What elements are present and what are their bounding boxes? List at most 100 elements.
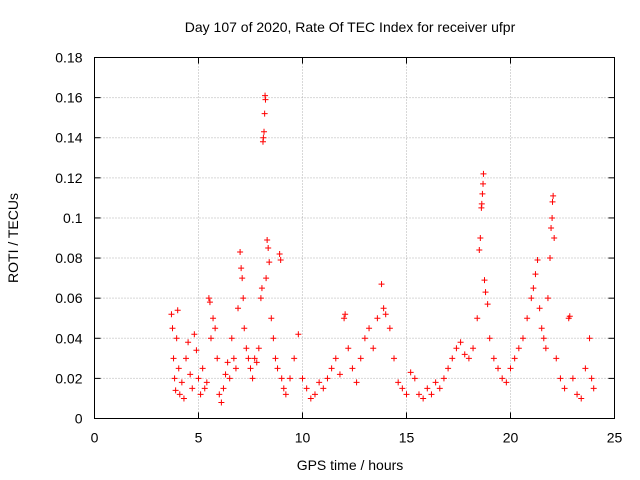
y-tick-label: 0.04 [55,330,82,346]
data-point [582,365,589,372]
data-point [276,251,283,258]
data-point [345,345,352,352]
data-point [195,375,202,382]
data-point [191,331,198,338]
data-point [239,275,246,282]
data-point [230,355,237,362]
data-point [251,355,258,362]
data-point [407,369,414,376]
grid-lines [94,57,615,419]
data-point [569,375,576,382]
data-point [481,277,488,284]
data-point [380,305,387,312]
data-point [445,365,452,372]
data-point [548,224,555,231]
data-point [536,305,543,312]
data-point [299,375,306,382]
y-tick-label: 0 [75,411,83,427]
data-point [474,315,481,322]
data-point [183,355,190,362]
data-point [353,379,360,386]
data-point [197,391,204,398]
data-point [270,335,277,342]
data-point [378,281,385,288]
data-point [199,365,206,372]
data-point [258,285,265,292]
data-point [172,387,179,394]
y-tick-label: 0.1 [63,210,83,226]
data-point [280,385,287,392]
data-point [291,355,298,362]
data-point [185,339,192,346]
data-point [586,335,593,342]
data-point [261,128,268,135]
data-point [470,345,477,352]
x-tick-label: 20 [503,430,519,446]
data-point [538,325,545,332]
data-point [482,289,489,296]
data-point [187,371,194,378]
data-point [411,375,418,382]
data-point [332,355,339,362]
data-point [180,395,187,402]
data-point [237,249,244,256]
data-point [395,379,402,386]
data-point [386,325,393,332]
y-tick-label: 0.08 [55,250,82,266]
data-point [557,375,564,382]
data-point [382,311,389,318]
data-point [480,170,487,177]
data-point [480,180,487,187]
y-tick-label: 0.12 [55,170,82,186]
data-point [486,335,493,342]
data-point [201,385,208,392]
data-point [547,255,554,262]
data-point [542,345,549,352]
chart-title: Day 107 of 2020, Rate Of TEC Index for r… [185,19,516,35]
data-point [210,315,217,322]
data-point [170,355,177,362]
data-point [328,365,335,372]
data-point [178,379,185,386]
data-point [574,391,581,398]
data-point [228,335,235,342]
data-point [174,307,181,314]
data-point [261,110,268,117]
data-point [278,375,285,382]
data-point [175,365,182,372]
data-point [253,359,260,366]
data-point [561,385,568,392]
y-tick-label: 0.16 [55,90,82,106]
data-point [216,391,223,398]
data-point [436,385,443,392]
data-point [282,391,289,398]
data-point [274,365,281,372]
data-point [361,335,368,342]
data-point [528,295,535,302]
data-point [287,375,294,382]
data-point [311,391,318,398]
data-point [341,315,348,322]
data-point [176,391,183,398]
axis-ticks: 0 0.02 0.04 0.06 0.08 0.1 0.12 0.14 0.16 0.18 0 5 10… [55,50,622,446]
y-tick-label: 0.02 [55,370,82,386]
x-tick-label: 0 [91,430,99,446]
data-point [260,134,267,141]
data-point [415,391,422,398]
data-point [524,315,531,322]
data-point [476,247,483,254]
plot-frame [94,57,615,419]
x-tick-label: 15 [399,430,415,446]
data-point [220,385,227,392]
data-point [320,385,327,392]
data-point [173,335,180,342]
data-point [189,385,196,392]
data-point [218,399,225,406]
y-tick-label: 0.18 [55,50,82,66]
data-point [550,192,557,199]
data-point [336,371,343,378]
data-point [551,235,558,241]
data-point [453,345,460,352]
data-point [391,355,398,362]
